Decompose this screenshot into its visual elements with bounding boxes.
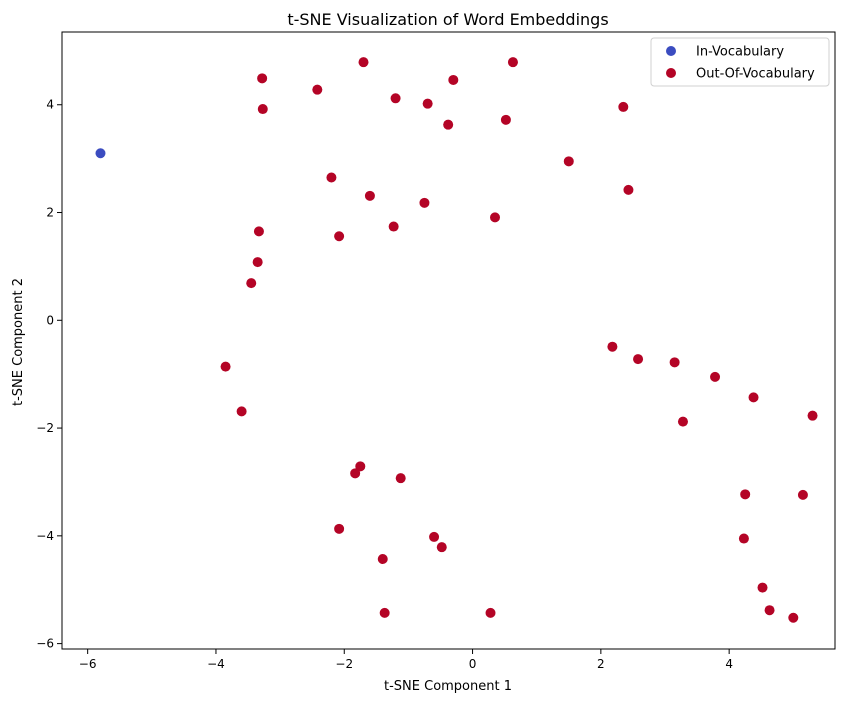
x-axis-label: t-SNE Component 1 — [384, 679, 512, 694]
chart-title: t-SNE Visualization of Word Embeddings — [287, 10, 608, 29]
data-point — [436, 542, 447, 553]
data-point — [507, 57, 518, 68]
data-point — [500, 114, 511, 125]
x-tick-label: 0 — [469, 657, 477, 671]
data-point — [419, 197, 430, 208]
data-point — [422, 98, 433, 109]
legend-box — [650, 37, 830, 87]
data-point — [710, 371, 721, 382]
data-points — [95, 57, 818, 623]
data-point — [312, 84, 323, 95]
data-point — [95, 148, 106, 159]
data-point — [788, 612, 799, 623]
data-point — [563, 156, 574, 167]
data-point — [490, 212, 501, 223]
data-point — [350, 468, 361, 479]
x-tick-label: −4 — [207, 657, 225, 671]
data-point — [443, 119, 454, 130]
y-tick-label: 2 — [46, 206, 54, 220]
data-point — [257, 73, 268, 84]
plot-frame — [61, 31, 836, 650]
data-point — [253, 226, 264, 237]
legend-marker — [666, 68, 676, 78]
data-point — [326, 172, 337, 183]
data-point — [633, 354, 644, 365]
data-point — [364, 190, 375, 201]
data-point — [334, 523, 345, 534]
x-tick-label: 4 — [725, 657, 733, 671]
legend-marker — [666, 46, 676, 56]
y-tick-label: −2 — [36, 421, 54, 435]
x-tick-label: −6 — [79, 657, 97, 671]
data-point — [623, 184, 634, 195]
data-point — [377, 554, 388, 565]
data-point — [220, 361, 231, 372]
data-point — [448, 74, 459, 85]
axis-ticks: −6 −4 −2 0 2 4 −6 −4 −2 0 2 4 — [36, 98, 733, 671]
series-0 — [95, 148, 106, 159]
data-point — [252, 257, 263, 268]
data-point — [740, 489, 751, 500]
data-point — [669, 357, 680, 368]
data-point — [334, 231, 345, 242]
data-point — [236, 406, 247, 417]
data-point — [618, 101, 629, 112]
data-point — [379, 607, 390, 618]
data-point — [485, 607, 496, 618]
data-point — [390, 93, 401, 104]
y-tick-label: −4 — [36, 529, 54, 543]
y-tick-label: 0 — [46, 313, 54, 327]
legend-label: In-Vocabulary — [696, 45, 784, 60]
data-point — [429, 531, 440, 542]
data-point — [246, 278, 257, 289]
y-tick-label: −6 — [36, 637, 54, 651]
data-point — [807, 410, 818, 421]
y-tick-label: 4 — [46, 98, 54, 112]
data-point — [355, 461, 366, 472]
data-point — [764, 605, 775, 616]
data-point — [797, 489, 808, 500]
data-point — [395, 473, 406, 484]
data-point — [757, 582, 768, 593]
data-point — [388, 221, 399, 232]
x-tick-label: −2 — [335, 657, 353, 671]
legend: In-Vocabulary Out-Of-Vocabulary — [650, 37, 830, 87]
series-1 — [220, 57, 818, 623]
data-point — [358, 57, 369, 68]
data-point — [677, 416, 688, 427]
legend-label: Out-Of-Vocabulary — [696, 67, 815, 82]
y-axis-label: t-SNE Component 2 — [11, 278, 26, 406]
data-point — [607, 341, 618, 352]
data-point — [738, 533, 749, 544]
x-tick-label: 2 — [597, 657, 605, 671]
data-point — [748, 392, 759, 403]
data-point — [257, 104, 268, 115]
